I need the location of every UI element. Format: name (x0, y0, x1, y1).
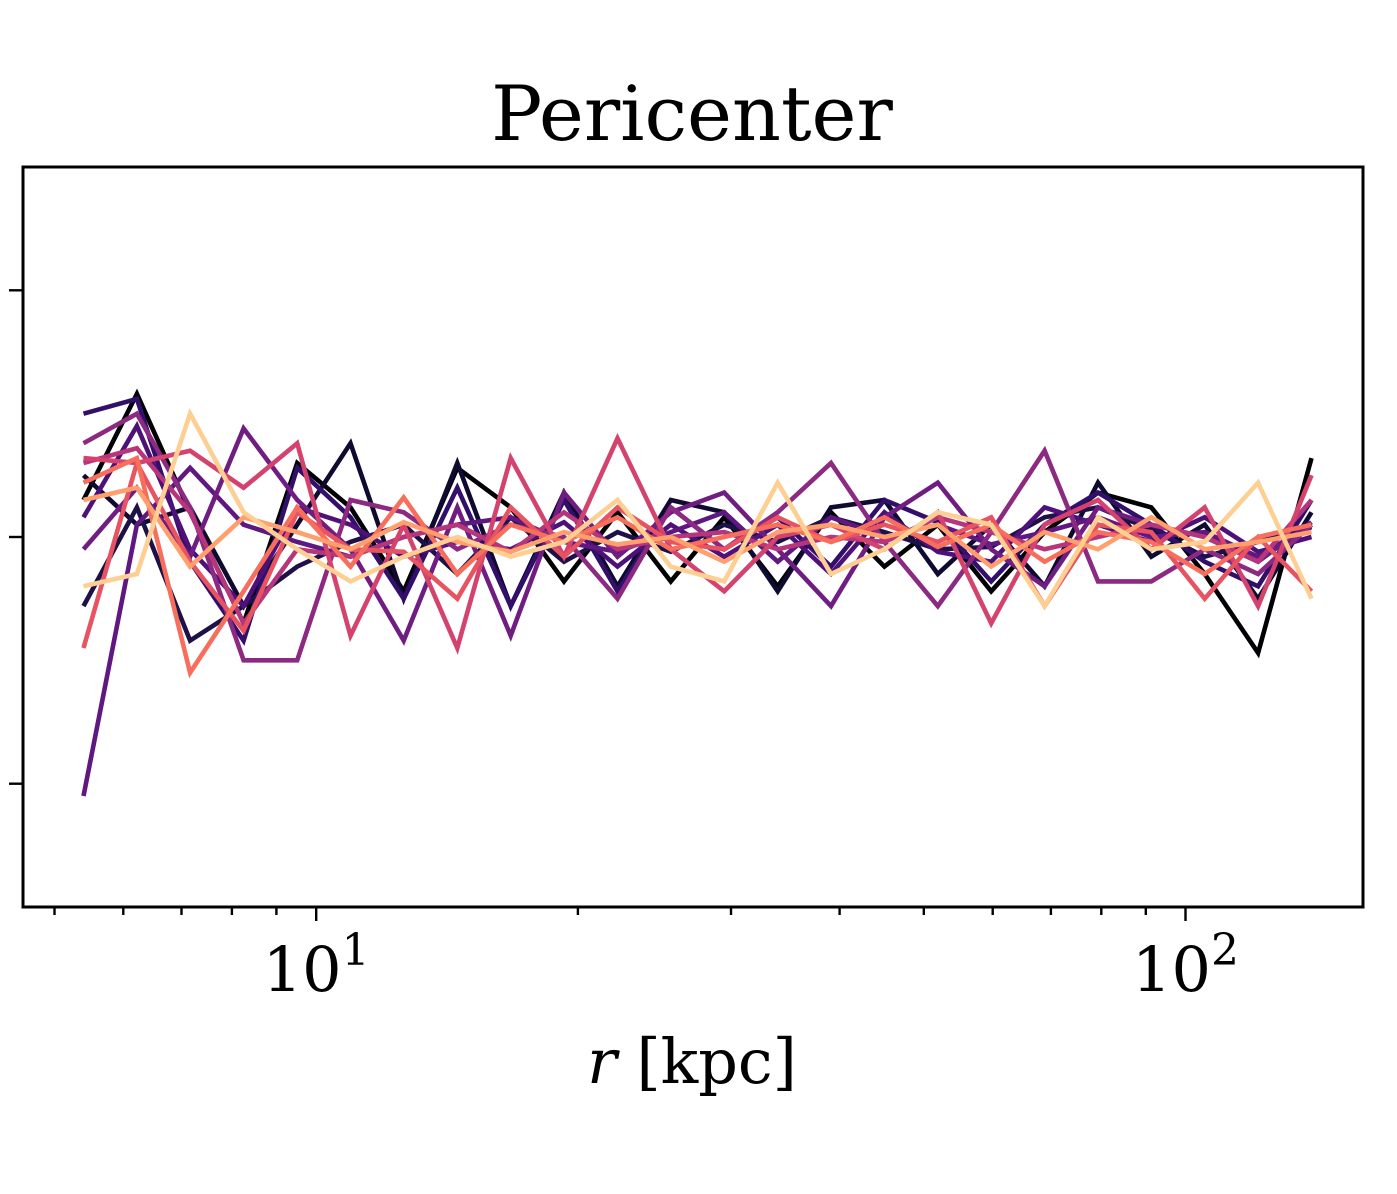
x-tick-label: 102 (1132, 925, 1239, 1006)
x-tick-label-exponent: 1 (342, 925, 370, 976)
chart-title: Pericenter (491, 69, 893, 158)
x-major-ticks: 101 102 (263, 907, 1239, 1006)
x-axis-label-unit: [kpc] (617, 1025, 797, 1098)
series-line-13 (82, 485, 1312, 571)
x-tick-label: 101 (263, 925, 370, 1006)
series-line-10 (83, 432, 1314, 655)
series-line-11 (81, 456, 1314, 649)
y-ticks (9, 289, 23, 785)
x-tick-label-base: 10 (263, 933, 342, 1006)
x-tick-label-base: 10 (1132, 933, 1211, 1006)
x-axis-label: r [kpc] (587, 1025, 797, 1098)
series-line-14 (82, 407, 1314, 611)
series-line-12 (82, 454, 1313, 679)
x-tick-label-exponent: 2 (1211, 925, 1239, 976)
x-minor-ticks (53, 907, 1148, 915)
series-lines (81, 388, 1314, 797)
x-axis-label-symbol: r (587, 1025, 620, 1098)
series-line-08 (82, 410, 1314, 663)
